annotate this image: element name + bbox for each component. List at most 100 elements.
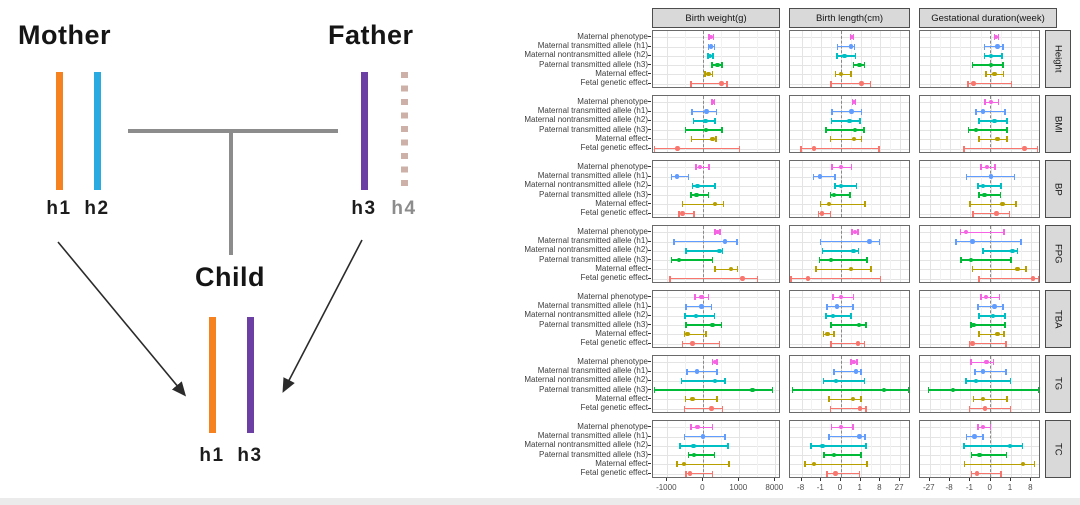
y-axis-label: Maternal nontransmitted allele (h2) (524, 180, 648, 190)
ci-cap-low (826, 470, 828, 477)
ci-bar (966, 380, 1011, 382)
ci-cap-low (826, 303, 828, 310)
ci-bar (971, 454, 1007, 456)
gridline-major (880, 226, 882, 282)
ci-bar (805, 463, 867, 466)
point-estimate (992, 304, 997, 309)
gridline-minor (721, 96, 723, 152)
gridline-major (1031, 161, 1033, 217)
gridline-major (841, 421, 842, 477)
gridline-major (950, 356, 952, 412)
x-axis-tick-label: -1000 (656, 483, 677, 492)
ci-bar (826, 305, 853, 308)
y-axis-tick (648, 45, 651, 47)
ci-cap-low (681, 201, 684, 208)
point-estimate (717, 248, 722, 253)
gridline-minor (939, 31, 941, 87)
forest-panel-Height-0 (652, 30, 780, 88)
ci-cap-low (690, 80, 692, 87)
ci-bar (832, 296, 854, 299)
point-estimate (842, 53, 847, 58)
ci-bar (979, 138, 1007, 141)
zero-reference-line (840, 96, 842, 152)
forest-panel-FPG-0 (652, 225, 780, 283)
haplotype-diagram: Mother Father h1 h2 h3 h4 Child h1 h3 (0, 0, 480, 505)
y-axis-label: Maternal effect (595, 263, 648, 273)
gridline-major (775, 31, 777, 87)
ci-cap-low (653, 387, 656, 394)
ci-cap-low (962, 145, 965, 152)
gridline-minor (1021, 291, 1023, 347)
ci-cap-low (791, 387, 794, 394)
ci-cap-low (970, 322, 972, 329)
row-strip-label: BMI (1052, 115, 1064, 133)
gridline-major (667, 291, 669, 347)
gridline-major (990, 421, 992, 477)
ci-cap-low (692, 117, 695, 124)
y-axis-label: Fetal genetic effect (580, 338, 648, 348)
ci-cap-high (1005, 368, 1007, 375)
forest-panel-Height-1 (789, 30, 910, 88)
father-haplotype-bar-h4-dashed (401, 72, 408, 190)
y-axis-label: Maternal effect (595, 393, 648, 403)
ci-cap-low (685, 470, 687, 477)
point-estimate (675, 146, 680, 151)
y-axis-label: Maternal nontransmitted allele (h2) (524, 440, 648, 450)
ci-cap-high (1008, 210, 1011, 217)
point-estimate (750, 387, 755, 393)
ci-cap-high (829, 210, 832, 217)
point-estimate (963, 230, 969, 235)
point-estimate (852, 230, 858, 235)
zero-reference-line (702, 291, 704, 347)
gridline-major (929, 31, 931, 87)
ci-bar (831, 342, 865, 345)
gridline-horizontal (653, 297, 779, 299)
gridline-minor (685, 96, 687, 152)
gridline-horizontal (653, 176, 779, 178)
zero-reference-line (702, 226, 704, 282)
column-strip-label: Birth length(cm) (815, 12, 884, 24)
ci-cap-low (981, 247, 984, 254)
ci-bar (971, 472, 1002, 475)
gridline-minor (1021, 96, 1023, 152)
gridline-horizontal (653, 427, 779, 429)
gridline-major (667, 31, 669, 87)
ci-bar (956, 240, 1021, 243)
x-axis-tick-label: -8 (797, 483, 805, 492)
gridline-major (880, 421, 882, 477)
ci-bar (819, 259, 867, 261)
gridline-major (667, 421, 669, 477)
ci-cap-high (1006, 127, 1008, 134)
point-estimate (867, 239, 872, 244)
gridline-horizontal (920, 74, 1039, 76)
ci-cap-low (834, 182, 836, 189)
gridline-minor (960, 31, 962, 87)
point-estimate (695, 425, 700, 430)
ci-cap-high (1006, 117, 1008, 124)
x-axis-tick (800, 478, 802, 481)
ci-cap-high (1033, 461, 1036, 468)
gridline-major (775, 226, 777, 282)
ci-bar (972, 64, 1003, 66)
ci-cap-high (853, 43, 856, 50)
gridline-minor (960, 421, 962, 477)
ci-cap-low (832, 368, 835, 375)
ci-bar (979, 194, 1001, 196)
zero-reference-line (702, 421, 704, 477)
ci-cap-high (834, 173, 836, 180)
gridline-major (841, 291, 842, 347)
point-estimate (704, 109, 709, 114)
point-estimate (826, 202, 832, 207)
y-axis-tick (648, 398, 651, 400)
gridline-major (739, 96, 741, 152)
gridline-major (900, 31, 902, 87)
ci-cap-high (1005, 340, 1007, 347)
y-axis-label: Paternal transmitted allele (h3) (539, 189, 648, 199)
ci-bar (695, 166, 710, 169)
ci-bar (826, 472, 860, 475)
ci-cap-high (716, 368, 718, 375)
y-axis-tick (648, 259, 651, 261)
mother-h1-label: h1 (46, 198, 72, 219)
gridline-minor (831, 96, 833, 152)
y-axis-label: Paternal transmitted allele (h3) (539, 59, 648, 69)
